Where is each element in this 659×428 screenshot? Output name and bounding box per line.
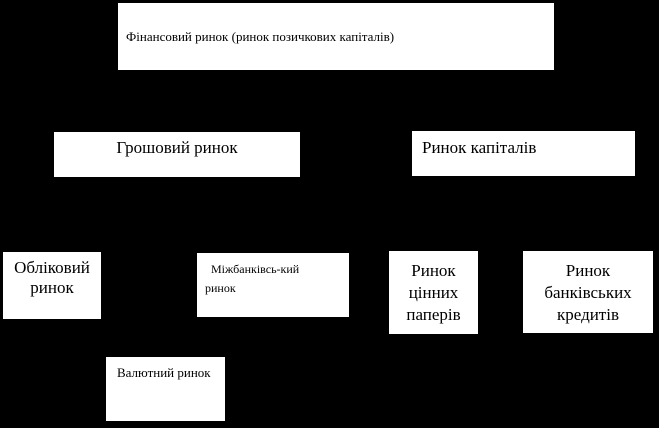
node-securities-market-label: Ринок цінних паперів xyxy=(406,261,461,324)
node-money-market-label: Грошовий ринок xyxy=(116,138,238,157)
node-discount-market: Обліковий ринок xyxy=(3,252,101,319)
node-currency-market: Валютний ринок xyxy=(106,357,225,421)
node-discount-market-label: Обліковий ринок xyxy=(14,258,90,297)
node-securities-market: Ринок цінних паперів xyxy=(389,251,478,334)
node-currency-market-label: Валютний ринок xyxy=(117,365,211,380)
node-bank-credit-market-label: Ринок банківських кредитів xyxy=(544,261,632,324)
node-interbank-market: Міжбанківсь-кий ринок xyxy=(197,253,349,317)
node-capital-market-label: Ринок капіталів xyxy=(422,138,537,157)
node-money-market: Грошовий ринок xyxy=(54,132,300,177)
node-financial-market-label: Фінансовий ринок (ринок позичкових капіт… xyxy=(126,28,395,44)
node-financial-market: Фінансовий ринок (ринок позичкових капіт… xyxy=(118,3,554,70)
node-interbank-market-label: Міжбанківсь-кий ринок xyxy=(205,262,300,295)
node-capital-market: Ринок капіталів xyxy=(412,131,635,176)
node-bank-credit-market: Ринок банківських кредитів xyxy=(523,251,653,333)
